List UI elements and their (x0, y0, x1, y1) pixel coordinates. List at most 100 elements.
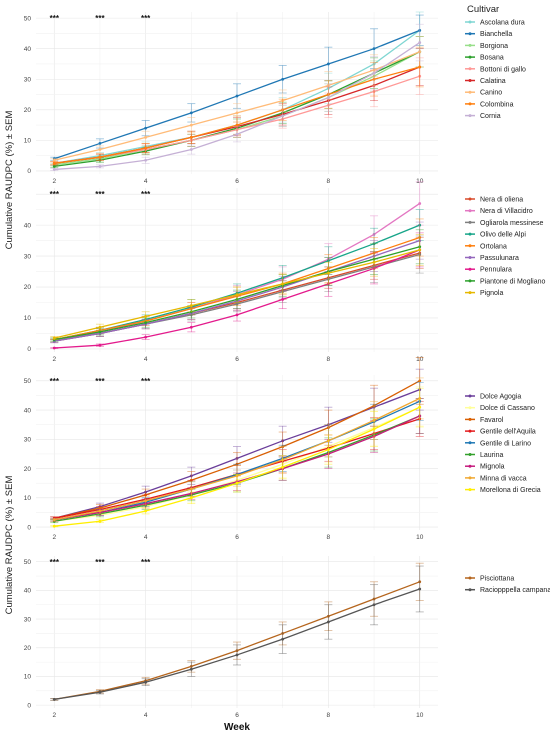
legend-key-point (468, 488, 472, 492)
data-point (326, 271, 330, 275)
y-tick-label: 30 (24, 616, 32, 623)
data-point (189, 135, 193, 139)
legend-key-point (468, 476, 472, 480)
data-point (189, 325, 193, 329)
y-tick-label: 50 (24, 15, 32, 22)
legend-key-point (468, 232, 472, 236)
legend-label: Bosana (480, 55, 504, 62)
y-tick-label: 40 (24, 222, 32, 229)
data-point (52, 697, 56, 701)
legend-key-point (468, 55, 472, 59)
legend-label: Cornia (480, 113, 501, 120)
legend-key-point (468, 114, 472, 118)
legend-title: Cultivar (467, 4, 499, 15)
data-point (98, 164, 102, 168)
data-point (189, 487, 193, 491)
data-point (52, 168, 56, 171)
data-point (98, 519, 102, 523)
y-tick-label: 40 (24, 588, 32, 595)
data-point (144, 499, 148, 503)
y-tick-label: 0 (27, 346, 31, 353)
legend-label: Pennulara (480, 267, 512, 274)
x-tick-label: 2 (52, 356, 56, 363)
data-point (326, 448, 330, 451)
data-point (189, 304, 193, 307)
data-point (144, 315, 148, 318)
y-tick-label: 20 (24, 645, 32, 652)
x-tick-label: 4 (144, 534, 148, 541)
legend-key-point (468, 406, 472, 410)
legend-key-point (468, 394, 472, 398)
data-point (98, 330, 102, 334)
data-point (235, 653, 239, 657)
legend-label: Morellona di Grecia (480, 487, 541, 494)
y-tick-label: 20 (24, 466, 32, 473)
legend-label: Nera di Villacidro (480, 208, 533, 215)
data-point (418, 202, 422, 205)
significance-marker: *** (141, 558, 151, 567)
legend-label: Olivo delle Alpi (480, 232, 526, 239)
data-point (235, 132, 239, 136)
data-point (144, 158, 148, 162)
data-point (144, 126, 148, 130)
y-tick-label: 30 (24, 76, 32, 83)
legend-key-point (468, 429, 472, 433)
legend-key-point (468, 588, 472, 592)
legend-key-point (468, 20, 472, 24)
x-tick-label: 6 (235, 712, 239, 719)
data-point (418, 405, 422, 409)
data-point (98, 690, 102, 694)
data-point (144, 146, 148, 150)
data-point (98, 155, 102, 159)
y-tick-label: 0 (27, 702, 31, 709)
data-point (189, 123, 193, 127)
data-point (372, 603, 376, 607)
data-point (281, 282, 285, 286)
legend-label: Gentile dell'Aquila (480, 429, 536, 436)
significance-marker: *** (95, 377, 105, 386)
legend-key-point (468, 464, 472, 468)
legend-label: Laurina (480, 452, 503, 459)
data-point (372, 260, 376, 264)
legend-label: Bottoni di gallo (480, 66, 526, 73)
data-point (281, 114, 285, 118)
x-tick-label: 4 (144, 178, 148, 185)
data-point (326, 620, 330, 624)
x-tick-label: 6 (235, 534, 239, 541)
data-point (52, 336, 56, 340)
y-axis-label-top: Cumulative RAUDPC (%) ± SEM (4, 111, 15, 250)
legend-label: Borgiona (480, 43, 508, 50)
data-point (418, 65, 422, 69)
data-point (144, 680, 148, 684)
y-tick-label: 0 (27, 524, 31, 531)
y-tick-label: 0 (27, 168, 31, 175)
legend-label: Gentile di Larino (480, 440, 531, 447)
data-point (281, 297, 285, 301)
legend-label: Dolce di Cassano (480, 405, 535, 412)
legend-key-point (468, 267, 472, 271)
legend-key-point (468, 453, 472, 456)
data-point (235, 293, 239, 297)
significance-marker: *** (95, 558, 105, 567)
y-tick-label: 10 (24, 138, 32, 145)
legend-label: Nera di oliena (480, 197, 523, 204)
y-tick-label: 10 (24, 315, 32, 322)
legend-key-point (468, 256, 472, 259)
significance-marker: *** (95, 190, 105, 199)
data-point (52, 158, 56, 162)
y-tick-label: 10 (24, 495, 32, 502)
y-tick-label: 30 (24, 253, 32, 260)
y-tick-label: 10 (24, 674, 32, 681)
significance-marker: *** (50, 190, 60, 199)
legend-label: Raciopppella campana (480, 587, 550, 594)
x-tick-label: 2 (52, 178, 56, 185)
x-tick-label: 4 (144, 712, 148, 719)
data-point (98, 148, 102, 151)
x-tick-label: 2 (52, 712, 56, 719)
y-tick-label: 40 (24, 46, 32, 53)
data-point (235, 94, 239, 98)
x-tick-label: 10 (416, 712, 424, 719)
legend-key-point (468, 220, 472, 224)
data-point (144, 321, 148, 325)
